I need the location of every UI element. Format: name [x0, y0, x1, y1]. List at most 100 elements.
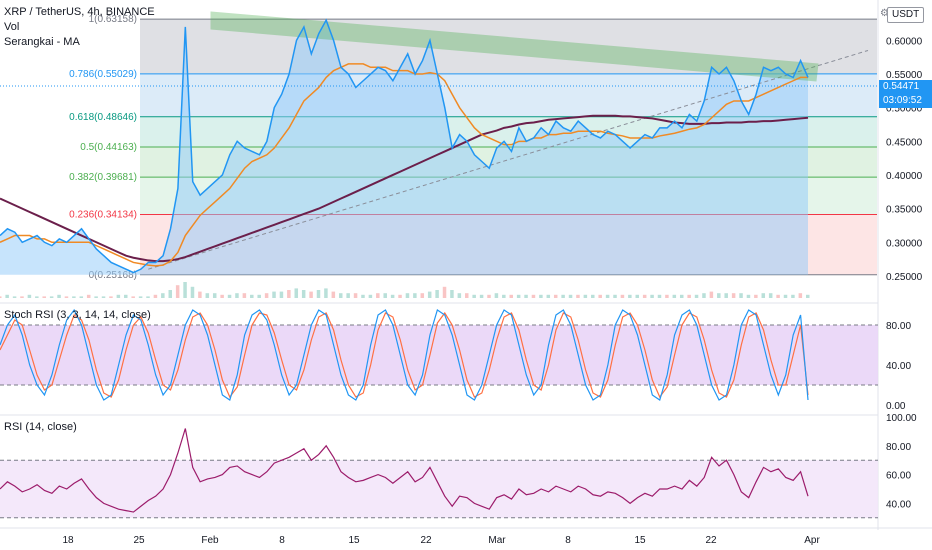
time-axis-tick: 8 — [279, 535, 285, 546]
volume-bar — [465, 293, 469, 298]
fib-level-label: 0.786(0.55029) — [69, 69, 137, 80]
volume-bar — [27, 294, 32, 298]
volume-bar — [576, 294, 580, 298]
volume-bar — [435, 290, 439, 298]
volume-bar — [694, 294, 699, 298]
volume-bar — [138, 296, 143, 298]
volume-bar — [198, 291, 202, 298]
settings-gear-icon[interactable]: ⚙ — [880, 8, 889, 19]
volume-bar — [57, 294, 61, 298]
volume-bar — [250, 294, 254, 298]
volume-bar — [220, 294, 224, 298]
volume-bar — [494, 293, 499, 298]
price-axis-tick: 0.30000 — [886, 238, 923, 249]
volume-bar — [376, 293, 380, 298]
volume-bar — [42, 296, 46, 298]
fib-level-label: 0.236(0.34134) — [69, 209, 137, 220]
volume-bar — [405, 293, 410, 298]
volume-bar — [287, 290, 291, 298]
volume-bar — [768, 293, 773, 298]
volume-bar — [583, 294, 588, 298]
volume-bar — [509, 294, 513, 298]
stoch-axis-tick: 80.00 — [886, 321, 911, 332]
volume-bar — [472, 294, 476, 298]
volume-bar — [591, 294, 595, 298]
trend-line — [148, 49, 869, 270]
stoch-band — [0, 325, 878, 385]
price-axis-tick: 0.25000 — [886, 272, 923, 283]
volume-bar — [442, 286, 447, 298]
time-axis-tick: 22 — [705, 535, 717, 546]
volume-bar — [124, 294, 128, 298]
volume-bar — [324, 288, 328, 298]
volume-bar — [12, 296, 17, 298]
rsi-axis-tick: 100.00 — [886, 413, 917, 424]
volume-bar — [5, 294, 9, 298]
volume-bar — [294, 288, 299, 298]
volume-bar — [338, 293, 343, 298]
volume-bar — [746, 294, 751, 298]
volume-bar — [665, 294, 669, 298]
volume-bar — [539, 294, 543, 298]
volume-bar — [457, 293, 462, 298]
volume-bar — [613, 294, 617, 298]
volume-bar — [672, 294, 677, 298]
volume-bar — [687, 294, 691, 298]
volume-bar — [398, 294, 402, 298]
volume-bar — [761, 293, 766, 298]
volume-bar — [49, 296, 54, 298]
fib-level-label: 0(0.25168) — [89, 270, 137, 281]
ma-indicator-label[interactable]: Serangkai - MA — [4, 36, 80, 48]
volume-indicator-label[interactable]: Vol — [4, 21, 20, 33]
price-axis-tick: 0.45000 — [886, 137, 923, 148]
volume-bar — [86, 294, 91, 298]
volume-bar — [628, 294, 632, 298]
price-axis-tick: 0.35000 — [886, 205, 923, 216]
rsi-line — [0, 428, 809, 513]
price-axis-tick: 0.50000 — [886, 104, 923, 115]
volume-bar — [487, 294, 491, 298]
fib-level-label: 0.382(0.39681) — [69, 172, 137, 183]
time-axis-tick: 25 — [133, 535, 145, 546]
volume-bar — [717, 293, 721, 298]
volume-bar — [776, 294, 780, 298]
volume-bar — [264, 293, 269, 298]
volume-bar — [702, 293, 706, 298]
volume-bar — [101, 296, 106, 298]
price-axis-tick: 0.40000 — [886, 171, 923, 182]
volume-bar — [568, 294, 573, 298]
descending-channel — [210, 11, 819, 82]
currency-button[interactable]: USDT — [887, 7, 925, 23]
volume-bar — [168, 290, 172, 298]
rsi-title[interactable]: RSI (14, close) — [4, 421, 77, 433]
volume-bar — [279, 291, 284, 298]
ma-short-line — [0, 63, 808, 267]
time-axis-tick: 8 — [565, 535, 571, 546]
volume-bar — [383, 293, 387, 298]
volume-bar — [153, 294, 158, 298]
volume-bar — [783, 294, 788, 298]
volume-bar — [79, 296, 84, 298]
volume-bar — [353, 293, 358, 298]
volume-bar — [227, 294, 232, 298]
volume-bar — [642, 294, 647, 298]
volume-bar — [427, 291, 432, 298]
price-line — [0, 18, 809, 274]
volume-bar — [109, 296, 113, 298]
volume-bar — [64, 296, 69, 298]
stoch-axis-tick: 40.00 — [886, 361, 911, 372]
countdown-tag: 03:09:52 — [879, 94, 932, 108]
fib-zone — [140, 19, 877, 74]
volume-bar — [635, 294, 640, 298]
volume-bar — [709, 291, 714, 298]
volume-bar — [242, 293, 247, 298]
time-axis-tick: 18 — [62, 535, 74, 546]
fib-level-label: 1(0.63158) — [89, 14, 137, 25]
stoch-rsi-title[interactable]: Stoch RSI (3, 3, 14, 14, close) — [4, 309, 151, 321]
volume-bar — [516, 294, 521, 298]
rsi-band — [0, 460, 878, 518]
price-area — [0, 20, 808, 275]
volume-bar — [679, 294, 684, 298]
stoch-k-line — [0, 308, 809, 401]
